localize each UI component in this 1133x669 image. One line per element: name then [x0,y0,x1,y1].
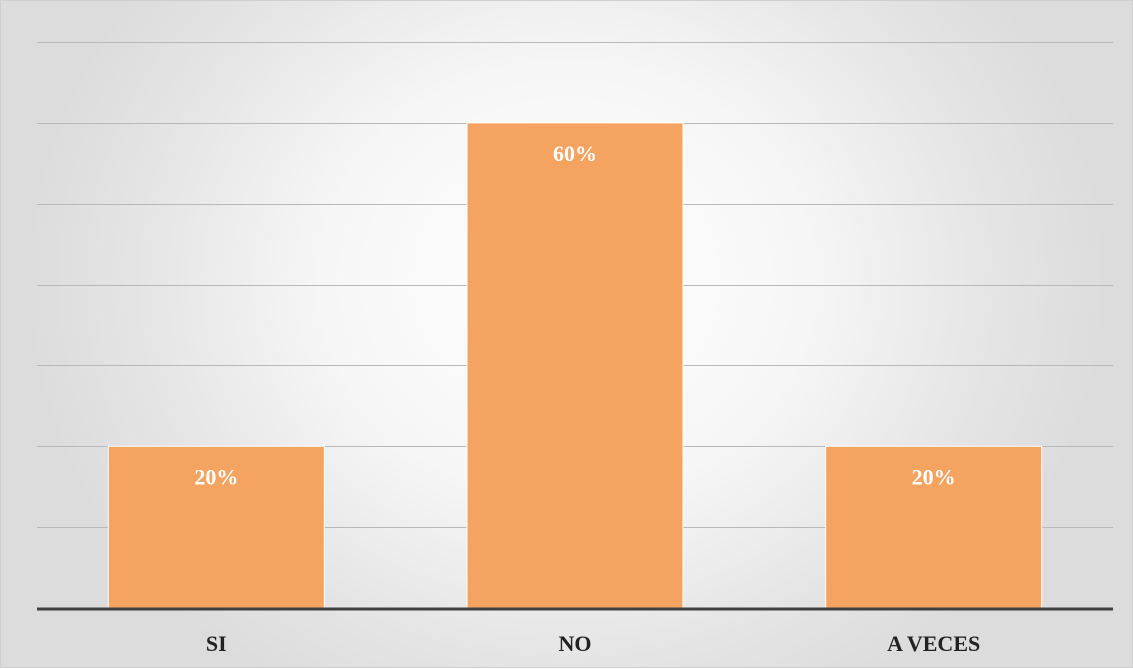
labels: 20% SI 60% NO 20% A VECES [194,141,980,656]
data-label-a-veces: 20% [912,464,956,489]
category-label-si: SI [206,631,227,656]
data-label-no: 60% [553,141,597,166]
bar-a-veces [825,445,1043,609]
category-label-a-veces: A VECES [887,631,980,656]
data-label-si: 20% [194,464,238,489]
category-label-no: NO [559,631,592,656]
bar-no [466,122,684,609]
bars [107,122,1043,609]
